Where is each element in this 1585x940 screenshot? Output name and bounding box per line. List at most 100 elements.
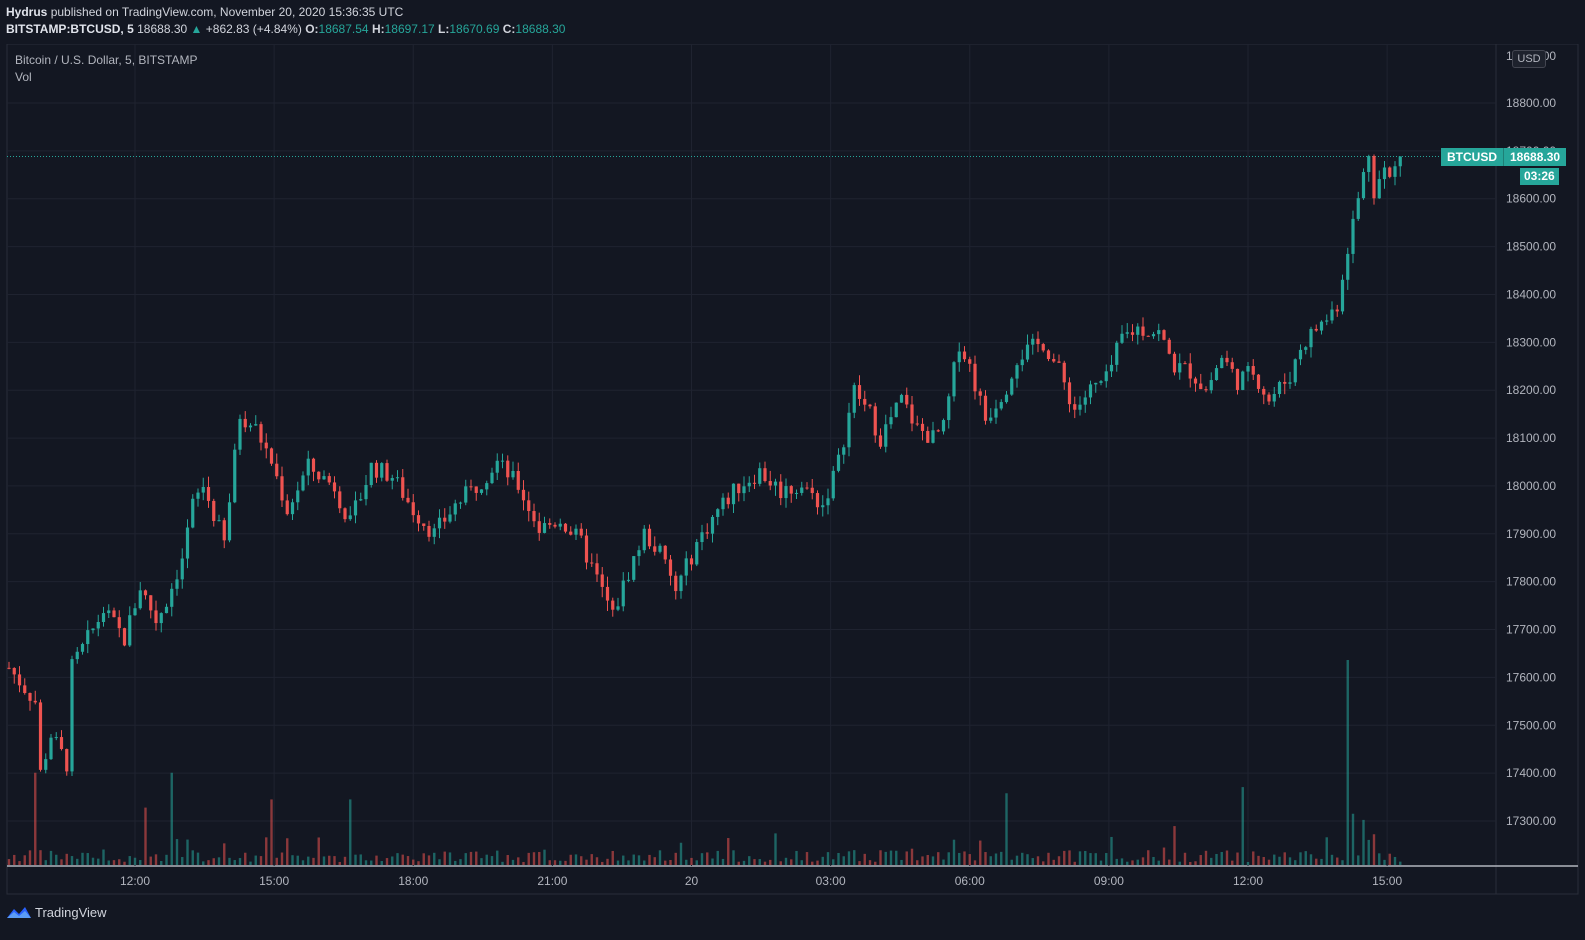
candle-body <box>1036 338 1040 345</box>
candle-body <box>873 406 877 436</box>
volume-bar <box>60 859 63 865</box>
high-label: H: <box>371 22 385 36</box>
y-tick-label: 18500.00 <box>1506 240 1556 254</box>
candle-body <box>1109 364 1114 372</box>
volume-bar <box>1183 852 1187 865</box>
volume-bar <box>238 858 242 865</box>
volume-bar <box>795 850 798 865</box>
volume-bar <box>1047 852 1050 865</box>
volume-bar <box>91 857 95 865</box>
volume-bar <box>1393 856 1397 865</box>
candle-body <box>1141 326 1145 336</box>
candle-body <box>23 685 27 694</box>
candle-body <box>70 659 74 772</box>
candle-body <box>1057 361 1061 363</box>
footer-brand-text: TradingView <box>35 904 107 920</box>
candle-body <box>611 600 615 610</box>
volume-bar <box>1278 856 1281 865</box>
volume-bar <box>1273 854 1276 865</box>
volume-bar <box>742 860 746 865</box>
volume-bar <box>1346 660 1349 865</box>
candle-body <box>458 502 463 504</box>
volume-bar <box>511 859 515 865</box>
candle-body <box>1162 330 1166 340</box>
candle-body <box>926 430 930 443</box>
volume-bar <box>139 860 142 865</box>
volume-bar <box>485 854 488 865</box>
volume-bar <box>716 850 719 865</box>
volume-bar <box>863 853 866 865</box>
candle-body <box>122 628 127 646</box>
volume-bar <box>994 853 998 865</box>
volume-bar <box>417 861 420 865</box>
candle-body <box>1041 344 1045 351</box>
volume-bar <box>254 855 257 865</box>
low-value: 18670.69 <box>449 22 500 36</box>
open-value: 18687.54 <box>318 22 369 36</box>
author-name[interactable]: Hydrus <box>6 5 48 19</box>
candle-body <box>254 424 258 426</box>
candle-body <box>280 476 284 501</box>
volume-bar <box>1057 856 1061 865</box>
volume-bar <box>522 861 525 865</box>
candle-body <box>595 563 599 575</box>
volume-bar <box>65 853 68 865</box>
high-value: 18697.17 <box>384 22 435 36</box>
volume-bar <box>585 859 588 865</box>
candle-body <box>1052 359 1056 362</box>
candle-body <box>999 402 1003 409</box>
candle-body <box>679 575 683 592</box>
candle-body <box>800 487 804 493</box>
candle-body <box>569 531 573 535</box>
volume-bar <box>217 857 221 865</box>
candle-body <box>548 523 552 525</box>
candle-body <box>7 667 11 669</box>
footer-branding[interactable]: TradingView <box>6 902 107 922</box>
volume-bar <box>884 851 887 865</box>
candle-body <box>317 471 321 480</box>
candle-body <box>768 481 772 486</box>
volume-bar <box>70 856 74 865</box>
candle-body <box>647 528 652 547</box>
candle-body <box>1251 366 1255 375</box>
volume-bar <box>275 857 278 865</box>
volume-bar <box>779 861 782 865</box>
candle-body <box>285 500 289 515</box>
x-tick-label: 21:00 <box>537 874 567 888</box>
currency-button[interactable]: USD <box>1512 50 1546 68</box>
candle-body <box>1267 394 1271 402</box>
x-tick-label: 09:00 <box>1094 874 1124 888</box>
volume-bar <box>312 857 315 865</box>
candle-body <box>411 502 415 516</box>
candle-body <box>794 492 799 494</box>
volume-bar <box>391 856 394 865</box>
volume-bar <box>737 861 740 865</box>
volume-bar <box>1315 858 1318 865</box>
candle-body <box>306 458 310 476</box>
bar-countdown: 03:26 <box>1520 168 1559 185</box>
volume-bar <box>291 855 294 865</box>
series-legend[interactable]: Bitcoin / U.S. Dollar, 5, BITSTAMP <box>15 53 198 67</box>
candle-body <box>91 628 95 631</box>
chart-header: Hydrus published on TradingView.com, Nov… <box>0 0 1585 44</box>
volume-bar <box>900 859 903 865</box>
symbol-label[interactable]: BITSTAMP:BTCUSD, 5 <box>6 22 134 36</box>
volume-bar <box>1320 858 1323 865</box>
y-tick-label: 18400.00 <box>1506 287 1556 301</box>
y-tick-label: 18200.00 <box>1506 383 1556 397</box>
volume-bar <box>527 852 530 865</box>
volume-bar <box>879 850 882 865</box>
volume-bar <box>270 799 273 865</box>
volume-bar <box>1036 856 1040 865</box>
candle-body <box>38 702 43 770</box>
candle-body <box>1209 380 1213 391</box>
volume-legend[interactable]: Vol <box>15 70 32 84</box>
x-tick-label: 12:00 <box>120 874 150 888</box>
x-tick-label: 20 <box>685 874 699 888</box>
volume-bar <box>296 855 299 865</box>
candle-body <box>989 417 993 421</box>
volume-bar <box>1367 839 1370 865</box>
volume-bar <box>916 860 919 865</box>
candle-body <box>836 454 841 471</box>
